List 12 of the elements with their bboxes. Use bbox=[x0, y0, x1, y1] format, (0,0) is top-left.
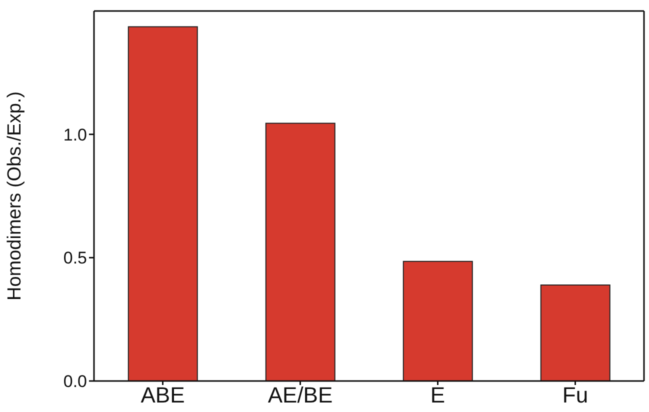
x-tick-label: AE/BE bbox=[268, 382, 333, 408]
y-tick-label: 0.5 bbox=[63, 248, 87, 268]
bar bbox=[265, 122, 336, 381]
y-tick-label: 1.0 bbox=[63, 125, 87, 144]
y-axis-title: Homodimers (Obs./Exp.) bbox=[4, 91, 26, 301]
x-tick-label: Fu bbox=[562, 382, 588, 408]
x-tick-label: E bbox=[430, 382, 446, 408]
x-tick-label: ABE bbox=[140, 382, 185, 408]
bar bbox=[540, 284, 610, 381]
y-tick-label: 0.0 bbox=[63, 372, 87, 392]
bar bbox=[128, 26, 198, 381]
bar bbox=[402, 260, 473, 381]
